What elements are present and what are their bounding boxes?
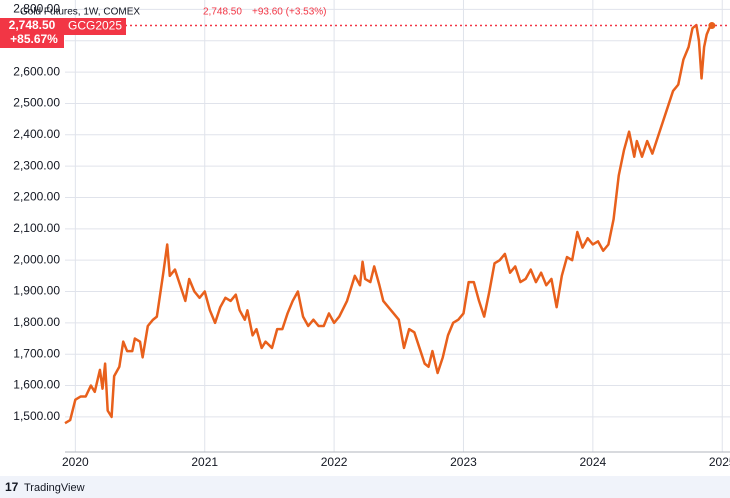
price-badge-value: 2,748.50 xyxy=(9,18,56,32)
plot xyxy=(64,22,730,425)
y-tick-label: 2,500.00 xyxy=(13,96,60,110)
x-tick-label: 2024 xyxy=(580,455,607,469)
y-tick-label: 2,600.00 xyxy=(13,64,60,78)
y-tick-label: 2,400.00 xyxy=(13,127,60,141)
last-point xyxy=(708,22,716,30)
price-line xyxy=(64,23,713,425)
change-header: +93.60 (+3.53%) xyxy=(252,7,327,18)
y-tick-label: 1,500.00 xyxy=(13,409,60,423)
logo-mark: 17 xyxy=(5,480,19,494)
y-tick-label: 2,200.00 xyxy=(13,190,60,204)
y-tick-label: 1,800.00 xyxy=(13,315,60,329)
overlay: Gold Futures, 1W, COMEX 2,748.50 +93.60 … xyxy=(0,7,327,48)
x-tick-label: 2022 xyxy=(321,455,348,469)
x-tick-label: 2023 xyxy=(450,455,477,469)
x-tick-label: 2025 xyxy=(709,455,730,469)
y-tick-label: 2,800.00 xyxy=(13,2,60,16)
footer xyxy=(0,476,730,498)
grid: 1,500.00 1,600.00 1,700.00 1,800.00 1,900.00… xyxy=(13,0,730,469)
price-badge-percent: +85.67% xyxy=(10,32,58,46)
y-tick-label: 1,700.00 xyxy=(13,346,60,360)
y-tick-label: 2,000.00 xyxy=(13,252,60,266)
x-tick-label: 2020 xyxy=(62,455,89,469)
symbol-badge-text: GCG2025 xyxy=(68,19,122,33)
x-tick-label: 2021 xyxy=(191,455,218,469)
y-tick-label: 1,600.00 xyxy=(13,378,60,392)
price-badge xyxy=(0,18,64,48)
symbol-badge xyxy=(64,18,126,35)
y-tick-label: 1,900.00 xyxy=(13,284,60,298)
chart-title: Gold Futures, 1W, COMEX xyxy=(20,7,140,18)
brand: TradingView xyxy=(24,482,85,494)
y-tick-label: 2,100.00 xyxy=(13,221,60,235)
last-price-header: 2,748.50 xyxy=(203,7,242,18)
y-tick-label: 2,300.00 xyxy=(13,158,60,172)
